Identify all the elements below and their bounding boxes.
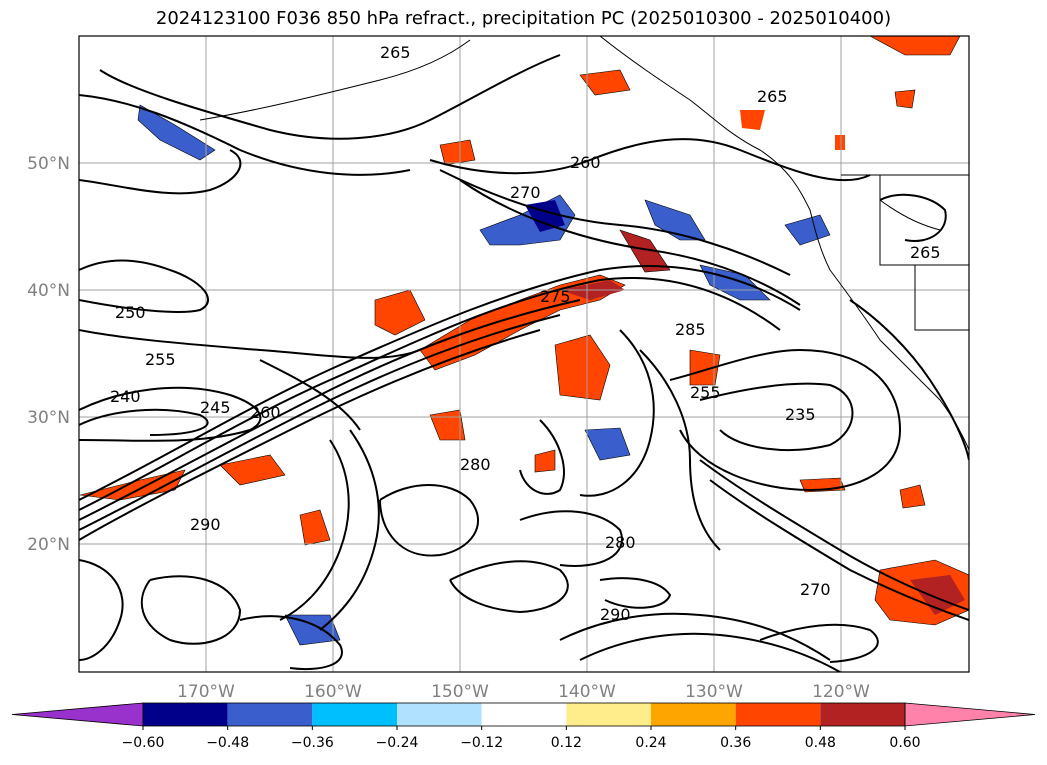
colorbar-tick-label: −0.36 (291, 735, 334, 751)
lon-label: 170°W (177, 682, 235, 702)
contour-label: 260 (250, 403, 281, 422)
lon-label: 150°W (431, 682, 489, 702)
contour-label: 240 (110, 387, 141, 406)
colorbar-segment (735, 703, 821, 726)
colorbar-segment (227, 703, 313, 726)
colorbar-tick-label: 0.12 (551, 735, 582, 751)
contour-label: 255 (145, 350, 176, 369)
lat-label: 50°N (27, 154, 70, 174)
map-frame (78, 35, 970, 673)
colorbar-segment (651, 703, 736, 726)
contour-label: 250 (115, 303, 146, 322)
lon-label: 120°W (812, 682, 870, 702)
colorbar-segment (312, 703, 397, 726)
lat-label: 30°N (27, 408, 70, 428)
colorbar-segment (481, 703, 567, 726)
contour-labels: 265 260 255 250 270 275 285 240 245 280 … (110, 43, 941, 624)
contour-label: 290 (190, 515, 221, 534)
contour-label: 270 (510, 183, 541, 202)
contour-label: 280 (460, 455, 491, 474)
colorbar-segment (397, 703, 482, 726)
colorbar-tick-label: −0.12 (460, 735, 503, 751)
contour-label: 280 (605, 533, 636, 552)
contour-label: 265 (910, 243, 941, 262)
contour-label: 275 (540, 287, 571, 306)
contour-label: 265 (757, 87, 788, 106)
lon-label: 140°W (558, 682, 616, 702)
colorbar-extend-min (11, 702, 144, 727)
colorbar: −0.60 −0.48 −0.36 −0.24 −0.12 0.12 0.24 0.36 0.4… (11, 702, 1036, 751)
latitude-labels: 50°N 40°N 30°N 20°N (27, 154, 70, 555)
lat-label: 20°N (27, 535, 70, 555)
lat-label: 40°N (27, 281, 70, 301)
colorbar-segment (820, 703, 905, 726)
colorbar-tick-label: −0.60 (122, 735, 165, 751)
colorbar-tick-label: 0.24 (635, 735, 666, 751)
map-background (79, 36, 969, 672)
contour-label: 260 (570, 153, 601, 172)
colorbar-tick-label: 0.36 (720, 735, 751, 751)
contour-label: 270 (800, 580, 831, 599)
colorbar-tick-label: 0.60 (889, 735, 920, 751)
lon-label: 160°W (304, 682, 362, 702)
colorbar-tick-label: 0.48 (805, 735, 836, 751)
contour-label: 265 (380, 43, 411, 62)
contour-label: 255 (690, 383, 721, 402)
contour-label: 285 (675, 320, 706, 339)
refractivity-contours (79, 54, 969, 672)
colorbar-segment (566, 703, 651, 726)
colorbar-frame (142, 702, 906, 727)
colorbar-tick-label: −0.24 (376, 735, 419, 751)
contour-label: 245 (200, 398, 231, 417)
contour-label: 235 (785, 405, 816, 424)
lon-label: 130°W (685, 682, 743, 702)
contour-label: 290 (600, 605, 631, 624)
colorbar-tick-label: −0.48 (206, 735, 249, 751)
map-title: 2024123100 F036 850 hPa refract., precip… (155, 8, 892, 29)
longitude-labels: 170°W 160°W 150°W 140°W 130°W 120°W (177, 682, 870, 702)
colorbar-segment (143, 703, 228, 726)
colorbar-extend-max (904, 702, 1036, 727)
coastlines (199, 36, 969, 451)
